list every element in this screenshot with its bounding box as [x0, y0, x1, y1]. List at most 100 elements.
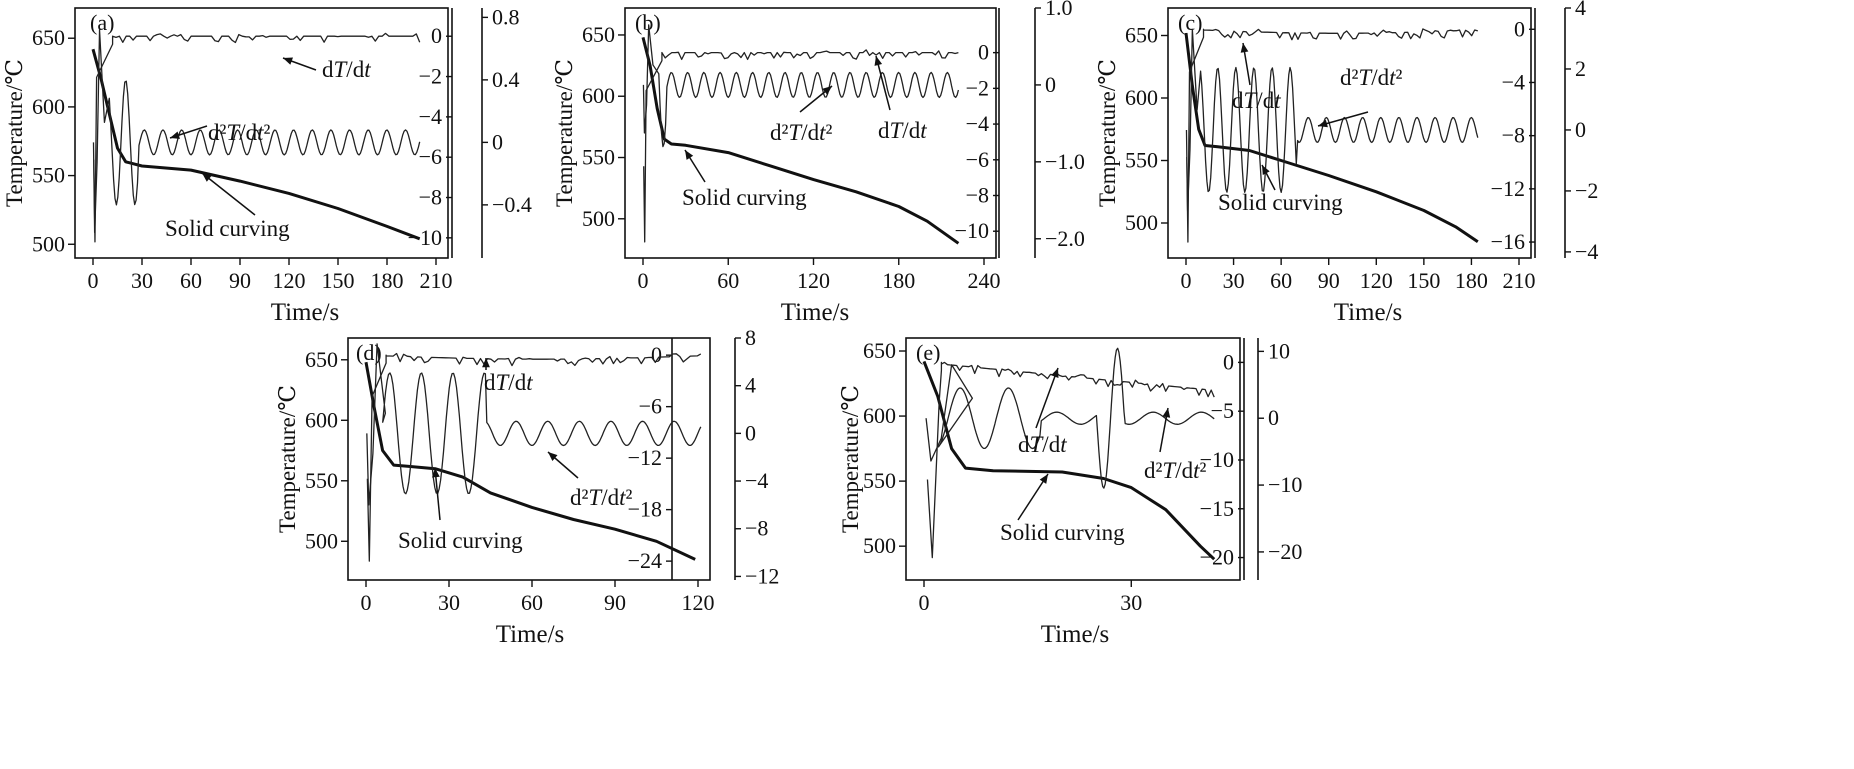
y-right2-tick-label: 8 — [745, 325, 756, 350]
x-tick-label: 120 — [273, 268, 306, 293]
x-tick-label: 180 — [882, 268, 915, 293]
y-left-tick-label: 600 — [582, 83, 615, 108]
chart-panel-2: 0 30 60 90 120 150 180 210 500 550 600 650 0 −4 −8 −12 −… — [1095, 0, 1598, 326]
solid-arrow-head — [1039, 474, 1048, 484]
y-right1-tick-label: −12 — [1491, 176, 1525, 201]
y-right2-tick-label: −12 — [745, 563, 779, 588]
d2T-annotation-part: d — [770, 120, 782, 145]
chart-panel-4: 0 30 500 550 600 650 0 −5 −10 −15 −20 10 0 −10 −20 Temp… — [838, 337, 1302, 648]
dTdt-annotation-part: t — [364, 57, 371, 82]
y-right1-tick-label: −6 — [639, 394, 662, 419]
y-left-tick-label: 550 — [1125, 148, 1158, 173]
panel-label: (b) — [635, 10, 661, 35]
dTdt-annotation: dT/dt — [1018, 432, 1067, 457]
x-tick-label: 60 — [521, 590, 543, 615]
y-right2-tick-label: 0 — [1575, 117, 1586, 142]
d2T-annotation: d²T/dt² — [770, 120, 832, 145]
y-right1-tick-label: −8 — [419, 185, 442, 210]
d2T-annotation-part: T — [226, 120, 241, 145]
solid-arrow-head — [1262, 165, 1270, 175]
x-tick-label: 240 — [968, 268, 1001, 293]
solid-curving-line — [922, 360, 1216, 561]
d2T-arrow-head — [548, 452, 558, 461]
y-right2-tick-label: −4 — [745, 468, 768, 493]
y-right2-tick-label: 10 — [1268, 338, 1290, 363]
x-tick-label: 180 — [371, 268, 404, 293]
y-right1-tick-label: 0 — [1223, 349, 1234, 374]
y-right1-tick-label: −8 — [1502, 123, 1525, 148]
y-right2-tick-label: 0 — [1045, 72, 1056, 97]
d2T-annotation-part: t — [1389, 65, 1396, 90]
d2T-annotation-part: t — [257, 120, 264, 145]
y-left-tick-label: 500 — [32, 231, 65, 256]
d2T-line — [366, 343, 702, 506]
d2T-annotation-part: d — [1144, 458, 1156, 483]
dTdt-annotation-part: t — [1060, 432, 1067, 457]
d2T-arrow-head — [822, 86, 832, 95]
solid-curving-annotation: Solid curving — [1000, 520, 1125, 545]
chart-panel-1: 0 60 120 180 240 500 550 600 650 0 −2 −4 −6 −8 −10 1.0 0… — [552, 0, 1085, 326]
d2T-annotation-part: t — [819, 120, 826, 145]
d2T-annotation-part: d — [208, 120, 220, 145]
dTdt-arrow-head — [1240, 43, 1249, 53]
y-left-tick-label: 650 — [863, 338, 896, 363]
x-axis-title: Time/s — [1041, 621, 1110, 648]
y-left-tick-label: 550 — [305, 468, 338, 493]
y-right1-tick-label: −16 — [1491, 229, 1525, 254]
dTdt-annotation: dT/dt — [878, 118, 927, 143]
y-right2-tick-label: −20 — [1268, 539, 1302, 564]
y-right2-tick-label: 4 — [745, 373, 756, 398]
d2T-annotation-part: t — [619, 485, 626, 510]
d2T-annotation-part: d — [570, 485, 582, 510]
d2T-annotation-part: ² — [220, 120, 227, 145]
y-right1-tick-label: 0 — [1514, 16, 1525, 41]
y-right1-tick-label: 0 — [431, 23, 442, 48]
d2T-annotation-part: d — [808, 120, 820, 145]
d2T-annotation-part: ² — [825, 120, 832, 145]
y-left-tick-label: 600 — [305, 407, 338, 432]
dTdt-annotation-part: T — [334, 57, 349, 82]
d2T-annotation-part: / — [1175, 458, 1182, 483]
solid-curving-line — [1184, 32, 1479, 244]
y-left-tick-label: 550 — [582, 145, 615, 170]
solid-curving-line — [641, 37, 960, 245]
y-left-tick-label: 600 — [1125, 85, 1158, 110]
x-tick-label: 120 — [797, 268, 830, 293]
y-right1-tick-label: −4 — [419, 104, 442, 129]
y-right1-tick-label: −18 — [628, 497, 662, 522]
solid-arrow-head — [432, 468, 440, 478]
x-tick-label: 150 — [322, 268, 355, 293]
y-right1-tick-label: −6 — [419, 144, 442, 169]
dTdt-arrow-line — [875, 55, 891, 111]
dTdt-annotation-part: d — [515, 370, 527, 395]
d2T-annotation-part: / — [1371, 65, 1378, 90]
d2T-arrow-head — [170, 131, 180, 139]
y-right1-tick-label: −12 — [628, 445, 662, 470]
d2T-annotation-part: ² — [782, 120, 789, 145]
y-right1-tick-label: 0 — [978, 40, 989, 65]
d2T-annotation-part: ² — [1156, 458, 1163, 483]
y-right1-tick-label: −20 — [1200, 545, 1234, 570]
dTdt-annotation-part: d — [484, 370, 496, 395]
panel-label: (c) — [1178, 10, 1202, 35]
y-left-tick-label: 500 — [863, 533, 896, 558]
dTdt-annotation-part: t — [526, 370, 533, 395]
dTdt-line — [643, 49, 959, 243]
solid-curving-annotation: Solid curving — [1218, 190, 1343, 215]
solid-curving-annotation: Solid curving — [398, 528, 523, 553]
y-axis-title: Temperature/℃ — [2, 59, 27, 207]
dTdt-annotation-part: T — [890, 118, 905, 143]
x-tick-label: 210 — [1503, 268, 1536, 293]
dTdt-annotation-part: d — [1263, 88, 1275, 113]
plot-frame — [905, 337, 1241, 581]
d2T-annotation: d²T/dt² — [1144, 458, 1206, 483]
y-right2-tick-label: −2 — [1575, 178, 1598, 203]
dTdt-annotation: dT/dt — [484, 370, 533, 395]
d2T-annotation-part: T — [788, 120, 803, 145]
x-tick-label: 120 — [1360, 268, 1393, 293]
d2T-annotation-part: ² — [1352, 65, 1359, 90]
y-right1-tick-label: −8 — [966, 183, 989, 208]
plot-frame — [347, 337, 711, 581]
d2T-annotation-part: / — [239, 120, 246, 145]
d2T-annotation-part: ² — [1199, 458, 1206, 483]
